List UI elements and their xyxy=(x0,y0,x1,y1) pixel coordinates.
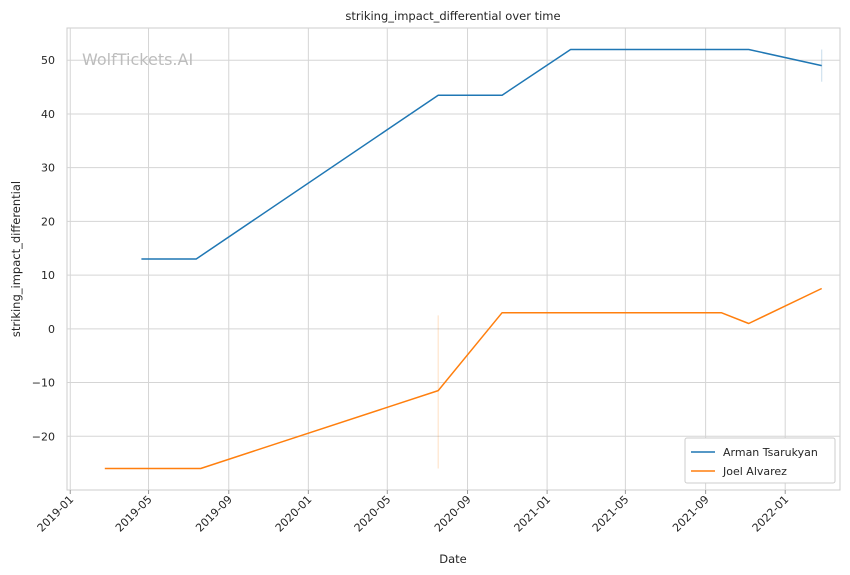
y-tick-label: 20 xyxy=(41,215,55,228)
x-axis-ticks: 2019-01 2019-05 2019-09 2020-01 2020-05 2020-… xyxy=(35,490,792,535)
legend-label-arman: Arman Tsarukyan xyxy=(723,446,818,459)
y-axis-title: striking_impact_differential xyxy=(9,181,23,337)
y-axis-ticks: 50 40 30 20 10 0 −10 −20 xyxy=(32,54,55,443)
x-tick-label: 2020-09 xyxy=(432,493,474,535)
y-tick-label: 30 xyxy=(41,162,55,175)
x-tick-label: 2019-05 xyxy=(113,493,155,535)
series-line-joel-alvarez xyxy=(104,287,823,470)
x-tick-label: 2020-05 xyxy=(352,493,394,535)
y-tick-label: 0 xyxy=(48,323,55,336)
legend-box xyxy=(684,437,836,484)
series-layer xyxy=(104,48,823,470)
series-line-arman-tsarukyan xyxy=(141,48,822,260)
x-tick-label: 2021-09 xyxy=(670,493,712,535)
x-tick-label: 2019-09 xyxy=(193,493,235,535)
y-tick-label: −20 xyxy=(32,430,55,443)
chart-title: striking_impact_differential over time xyxy=(345,9,560,23)
y-tick-label: −10 xyxy=(32,377,55,390)
legend: Arman Tsarukyan Joel Alvarez xyxy=(684,437,836,484)
y-tick-label: 10 xyxy=(41,269,55,282)
x-tick-label: 2020-01 xyxy=(273,493,315,535)
x-axis-title: Date xyxy=(439,552,467,566)
x-tick-label: 2021-05 xyxy=(590,493,632,535)
x-tick-label: 2021-01 xyxy=(512,493,554,535)
x-tick-label: 2022-01 xyxy=(750,493,792,535)
x-tick-label: 2019-01 xyxy=(35,493,77,535)
watermark: WolfTickets.AI xyxy=(82,50,193,69)
legend-label-joel: Joel Alvarez xyxy=(722,465,787,478)
y-tick-label: 40 xyxy=(41,108,55,121)
grid xyxy=(67,28,840,490)
y-tick-label: 50 xyxy=(41,54,55,67)
